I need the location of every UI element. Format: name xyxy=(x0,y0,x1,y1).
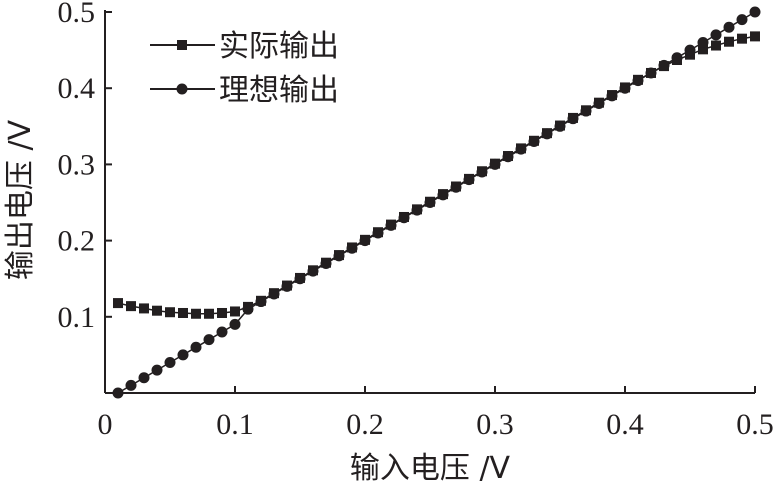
square-marker xyxy=(113,298,123,309)
x-axis-title: 输入电压 /V xyxy=(350,451,511,486)
square-marker xyxy=(165,307,175,318)
y-tick-label: 0.1 xyxy=(58,301,96,334)
circle-marker xyxy=(242,303,254,315)
circle-marker xyxy=(372,227,384,239)
legend-square-marker xyxy=(177,40,187,50)
x-tick-label: 0 xyxy=(98,408,113,441)
circle-marker xyxy=(528,136,540,148)
y-tick-label: 0.2 xyxy=(58,225,96,258)
legend-label: 实际输出 xyxy=(219,29,339,64)
legend-circle-marker xyxy=(176,83,188,95)
circle-marker xyxy=(541,128,553,140)
circle-marker xyxy=(112,387,124,399)
square-marker xyxy=(204,308,214,319)
circle-marker xyxy=(255,296,267,308)
axes xyxy=(104,10,755,394)
circle-marker xyxy=(307,265,319,277)
circle-marker xyxy=(385,219,397,231)
circle-marker xyxy=(125,379,137,391)
circle-marker xyxy=(281,280,293,292)
circle-marker xyxy=(229,318,241,330)
circle-marker xyxy=(320,257,332,269)
circle-marker xyxy=(749,6,761,18)
square-marker xyxy=(711,40,721,51)
circle-marker xyxy=(515,143,527,155)
square-marker xyxy=(217,307,227,318)
circle-marker xyxy=(554,120,566,132)
circle-marker xyxy=(684,44,696,56)
circle-marker xyxy=(619,82,631,94)
circle-marker xyxy=(632,75,644,87)
circle-marker xyxy=(411,204,423,216)
circle-marker xyxy=(606,90,618,102)
circle-marker xyxy=(593,97,605,109)
square-marker xyxy=(178,307,188,318)
circle-marker xyxy=(489,158,501,170)
circle-marker xyxy=(502,151,514,163)
circle-marker xyxy=(736,14,748,26)
circle-marker xyxy=(359,235,371,247)
x-tick-label: 0.3 xyxy=(476,408,514,441)
series-actual xyxy=(113,31,760,319)
x-tick-label: 0.4 xyxy=(606,408,644,441)
circle-marker xyxy=(333,250,345,262)
square-marker xyxy=(737,33,747,44)
circle-marker xyxy=(424,197,436,208)
x-ticks: 0 0.1 0.2 0.3 0.4 0.5 xyxy=(98,386,774,441)
y-tick-label: 0.4 xyxy=(58,72,96,105)
circle-marker xyxy=(138,372,150,384)
circle-marker xyxy=(151,364,163,376)
circle-marker xyxy=(203,334,215,346)
circle-marker xyxy=(398,212,410,224)
square-marker xyxy=(152,305,162,316)
circle-marker xyxy=(294,273,306,285)
legend-label: 理想输出 xyxy=(219,73,339,108)
x-tick-label: 0.1 xyxy=(216,408,254,441)
circle-marker xyxy=(216,326,228,338)
circle-marker xyxy=(463,174,475,186)
circle-marker xyxy=(671,52,683,64)
circle-marker xyxy=(164,357,176,369)
y-tick-label: 0.3 xyxy=(58,148,96,181)
y-ticks: 0.1 0.2 0.3 0.4 0.5 xyxy=(58,0,112,334)
circle-marker xyxy=(697,36,709,48)
square-marker xyxy=(139,303,149,314)
circle-marker xyxy=(346,242,358,254)
square-marker xyxy=(191,308,201,319)
square-marker xyxy=(126,301,136,312)
x-tick-label: 0.5 xyxy=(736,408,774,441)
circle-marker xyxy=(450,181,462,193)
series-layer xyxy=(112,6,761,399)
square-marker xyxy=(698,44,708,55)
series-line xyxy=(117,35,756,315)
circle-marker xyxy=(190,341,202,353)
circle-marker xyxy=(268,288,280,300)
circle-marker xyxy=(645,67,657,79)
circle-marker xyxy=(177,349,189,361)
x-tick-label: 0.2 xyxy=(346,408,384,441)
circle-marker xyxy=(723,21,735,33)
circle-marker xyxy=(476,166,488,178)
circle-marker xyxy=(658,59,670,71)
y-tick-label: 0.5 xyxy=(58,0,96,29)
circle-marker xyxy=(437,189,449,201)
series-ideal xyxy=(112,6,761,399)
square-marker xyxy=(230,306,240,317)
y-axis-title: 输出电压 /V xyxy=(3,119,38,280)
square-marker xyxy=(724,36,734,47)
square-marker xyxy=(750,31,760,42)
circle-marker xyxy=(580,105,592,117)
circle-marker xyxy=(567,113,579,125)
circle-marker xyxy=(710,29,722,41)
